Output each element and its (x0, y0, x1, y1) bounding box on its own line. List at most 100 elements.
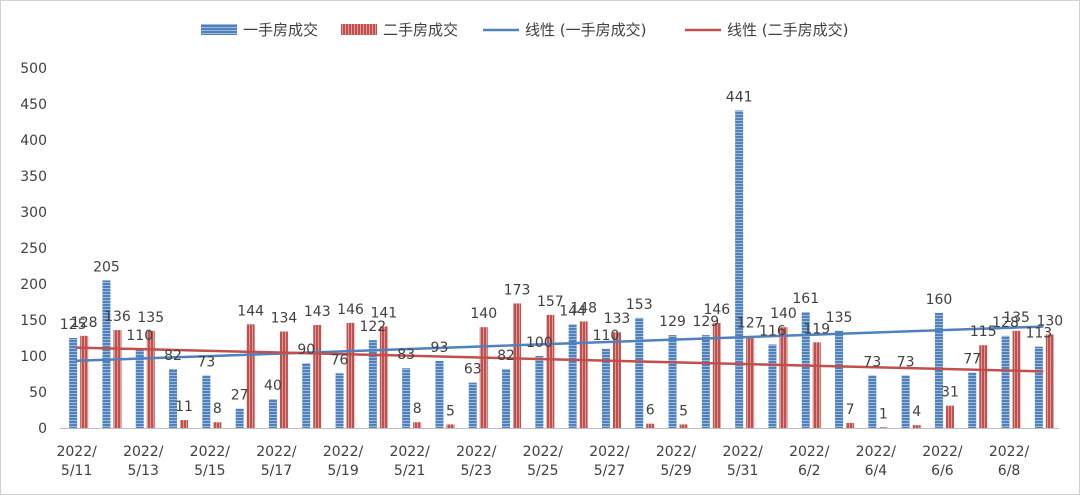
data-label: 27 (231, 388, 249, 404)
bar-primary-sales (768, 344, 777, 428)
bar-secondary-sales (712, 322, 721, 428)
bar-primary-sales (102, 280, 111, 428)
bar-primary-sales (1001, 335, 1010, 428)
data-label: 8 (413, 401, 422, 417)
x-tick-label: 2022/6/8 (989, 444, 1030, 479)
bar-secondary-sales (546, 314, 555, 428)
data-label: 76 (331, 352, 349, 368)
trendline (75, 346, 1044, 373)
data-label: 8 (213, 401, 222, 417)
bar-primary-sales (835, 330, 844, 428)
y-tick-label: 500 (20, 61, 47, 77)
bar-secondary-sales (80, 335, 89, 428)
bar-secondary-sales (180, 420, 189, 428)
data-label: 113 (1025, 326, 1052, 342)
x-tick-label: 2022/5/17 (256, 444, 297, 479)
legend-label: 二手房成交 (383, 21, 458, 39)
bar-secondary-sales (945, 405, 954, 428)
data-label: 441 (726, 89, 753, 105)
data-label: 153 (626, 297, 653, 313)
data-label: 63 (464, 362, 482, 378)
data-label: 110 (126, 328, 153, 344)
legend-label: 一手房成交 (243, 21, 318, 39)
data-label: 128 (992, 315, 1019, 331)
trendline (75, 325, 1044, 363)
data-label: 135 (1003, 310, 1030, 326)
y-tick-label: 0 (38, 421, 47, 437)
data-label: 205 (93, 259, 120, 275)
bar-primary-sales (69, 338, 78, 428)
data-label: 144 (237, 303, 264, 319)
x-tick-label: 2022/5/11 (56, 444, 97, 479)
x-tick-label: 2022/5/23 (456, 444, 497, 479)
bar-primary-sales (169, 368, 178, 428)
bar-secondary-sales (1012, 330, 1021, 428)
data-label: 143 (304, 304, 331, 320)
bar-primary-sales (901, 375, 910, 428)
y-tick-label: 300 (20, 205, 47, 221)
data-label: 133 (604, 311, 631, 327)
bar-primary-sales (801, 312, 810, 428)
data-label: 116 (759, 323, 786, 339)
bar-primary-sales (268, 399, 277, 428)
data-label: 157 (537, 294, 564, 310)
bar-secondary-sales (1045, 334, 1054, 428)
bar-secondary-sales (213, 422, 222, 428)
x-tick-label: 2022/6/6 (922, 444, 963, 479)
legend-item: 线性 (一手房成交) (483, 21, 646, 39)
bar-secondary-sales (679, 424, 688, 428)
bar-primary-sales (1034, 346, 1043, 428)
data-label: 141 (370, 305, 397, 321)
bar-primary-sales (601, 348, 610, 428)
data-label: 148 (570, 300, 597, 316)
legend-item: 一手房成交 (201, 21, 318, 39)
y-tick-label: 250 (20, 241, 47, 257)
bar-primary-sales (468, 382, 477, 428)
data-label: 6 (646, 403, 655, 419)
data-label: 73 (897, 354, 915, 370)
y-tick-label: 400 (20, 133, 47, 149)
bar-primary-sales (535, 356, 544, 428)
legend-swatch (201, 24, 237, 35)
bar-secondary-sales (346, 322, 355, 428)
data-label: 4 (912, 404, 921, 420)
data-label: 146 (703, 302, 730, 318)
data-label: 161 (792, 291, 819, 307)
bar-primary-sales (302, 363, 311, 428)
bar-secondary-sales (113, 330, 122, 428)
bar-secondary-sales (812, 342, 821, 428)
bar-secondary-sales (446, 424, 455, 428)
bar-secondary-sales (279, 331, 288, 428)
data-label: 146 (337, 302, 364, 318)
bar-primary-sales (135, 348, 144, 428)
x-tick-label: 2022/5/13 (123, 444, 164, 479)
y-tick-label: 150 (20, 313, 47, 329)
bar-secondary-sales (246, 324, 255, 428)
bar-secondary-sales (846, 422, 855, 428)
x-tick-label: 2022/5/21 (389, 444, 430, 479)
y-tick-label: 100 (20, 349, 47, 365)
data-label: 122 (359, 319, 386, 335)
data-label: 130 (1036, 313, 1063, 329)
data-label: 90 (297, 342, 315, 358)
data-label: 83 (397, 347, 415, 363)
bar-primary-sales (435, 361, 444, 428)
data-label: 110 (593, 328, 620, 344)
bar-primary-sales (668, 335, 677, 428)
bar-secondary-sales (779, 327, 788, 428)
data-label: 129 (692, 314, 719, 330)
bar-secondary-sales (479, 327, 488, 428)
bars (69, 110, 1054, 428)
bar-primary-sales (735, 110, 744, 428)
x-tick-label: 2022/6/2 (789, 444, 830, 479)
data-label: 5 (446, 403, 455, 419)
data-label: 160 (926, 292, 953, 308)
data-label: 1 (879, 406, 888, 422)
bar-primary-sales (368, 340, 377, 428)
bar-secondary-sales (146, 330, 155, 428)
bar-secondary-sales (313, 325, 322, 428)
data-label: 129 (659, 314, 686, 330)
bar-primary-sales (402, 368, 411, 428)
